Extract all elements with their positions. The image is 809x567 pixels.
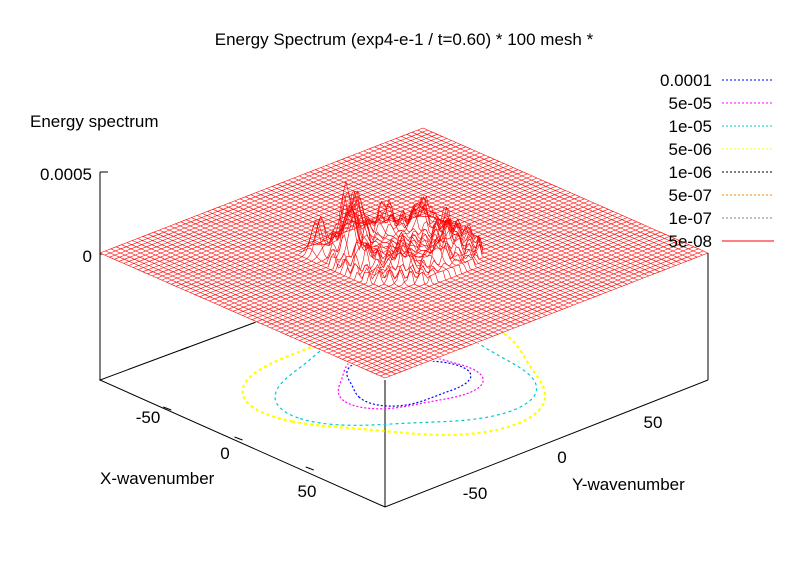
mesh-line-y bbox=[365, 244, 690, 370]
mesh-line-y bbox=[342, 234, 666, 360]
z-tick-label-zero: 0 bbox=[83, 247, 92, 266]
mesh-line-y bbox=[384, 252, 709, 379]
contour-0.0001 bbox=[346, 356, 472, 407]
x-tick-label-neg50: -50 bbox=[136, 408, 161, 427]
mesh-line-y bbox=[375, 248, 699, 375]
x-tick-label-0: 0 bbox=[220, 444, 229, 463]
mesh-line-y bbox=[346, 236, 671, 362]
surface-mesh bbox=[99, 127, 709, 380]
contour-1e-05 bbox=[274, 324, 538, 426]
legend-label-0.0001: 0.0001 bbox=[660, 71, 712, 90]
y-tick-mark bbox=[234, 436, 243, 441]
y-tick-mark bbox=[163, 406, 172, 411]
mesh-line-x bbox=[126, 242, 413, 368]
y-axis-label: Y-wavenumber bbox=[572, 475, 685, 494]
y-tick-mark bbox=[305, 466, 314, 471]
x-tick-label-50: 50 bbox=[298, 482, 317, 501]
x-tick-mark bbox=[180, 346, 189, 351]
legend-label-1e-06: 1e-06 bbox=[669, 163, 712, 182]
mesh-line-y bbox=[361, 242, 685, 368]
mesh-line-x bbox=[110, 248, 396, 375]
contour-lines bbox=[241, 314, 547, 437]
mesh-line-y bbox=[380, 250, 704, 377]
y-tick-label-0: 0 bbox=[557, 448, 566, 467]
mesh-line-y bbox=[356, 240, 680, 366]
mesh-line-x bbox=[116, 246, 402, 373]
legend-label-1e-05: 1e-05 bbox=[669, 117, 712, 136]
mesh-line-x bbox=[137, 238, 423, 364]
z-tick-label-top: 0.0005 bbox=[40, 165, 92, 184]
mesh-line-x bbox=[105, 250, 391, 377]
chart-title: Energy Spectrum (exp4-e-1 / t=0.60) * 10… bbox=[215, 30, 594, 49]
legend-label-1e-07: 1e-07 bbox=[669, 209, 712, 228]
z-axis-label: Energy spectrum bbox=[30, 112, 159, 131]
mesh-line-y bbox=[351, 238, 675, 364]
contour-5e-05 bbox=[337, 349, 484, 410]
y-tick-label-50: 50 bbox=[644, 413, 663, 432]
mesh-line-y bbox=[370, 246, 694, 373]
legend-label-5e-08: 5e-08 bbox=[669, 232, 712, 251]
surface-fill bbox=[100, 128, 708, 380]
mesh-line-x bbox=[121, 244, 407, 370]
mesh-line-x bbox=[142, 236, 429, 362]
mesh-line-y bbox=[337, 231, 661, 358]
mesh-line-x bbox=[99, 252, 386, 379]
contour-5e-06 bbox=[241, 314, 547, 437]
legend-label-5e-06: 5e-06 bbox=[669, 140, 712, 159]
legend-label-5e-05: 5e-05 bbox=[669, 94, 712, 113]
x-axis-label: X-wavenumber bbox=[100, 469, 215, 488]
legend: 0.0001 5e-05 1e-05 5e-06 1e-06 5e-07 1e-07 5e-0… bbox=[660, 71, 774, 251]
mesh-line-x bbox=[132, 240, 418, 366]
legend-label-5e-07: 5e-07 bbox=[669, 186, 712, 205]
y-tick-label-neg50: -50 bbox=[463, 484, 488, 503]
mesh-line-x bbox=[148, 234, 434, 360]
